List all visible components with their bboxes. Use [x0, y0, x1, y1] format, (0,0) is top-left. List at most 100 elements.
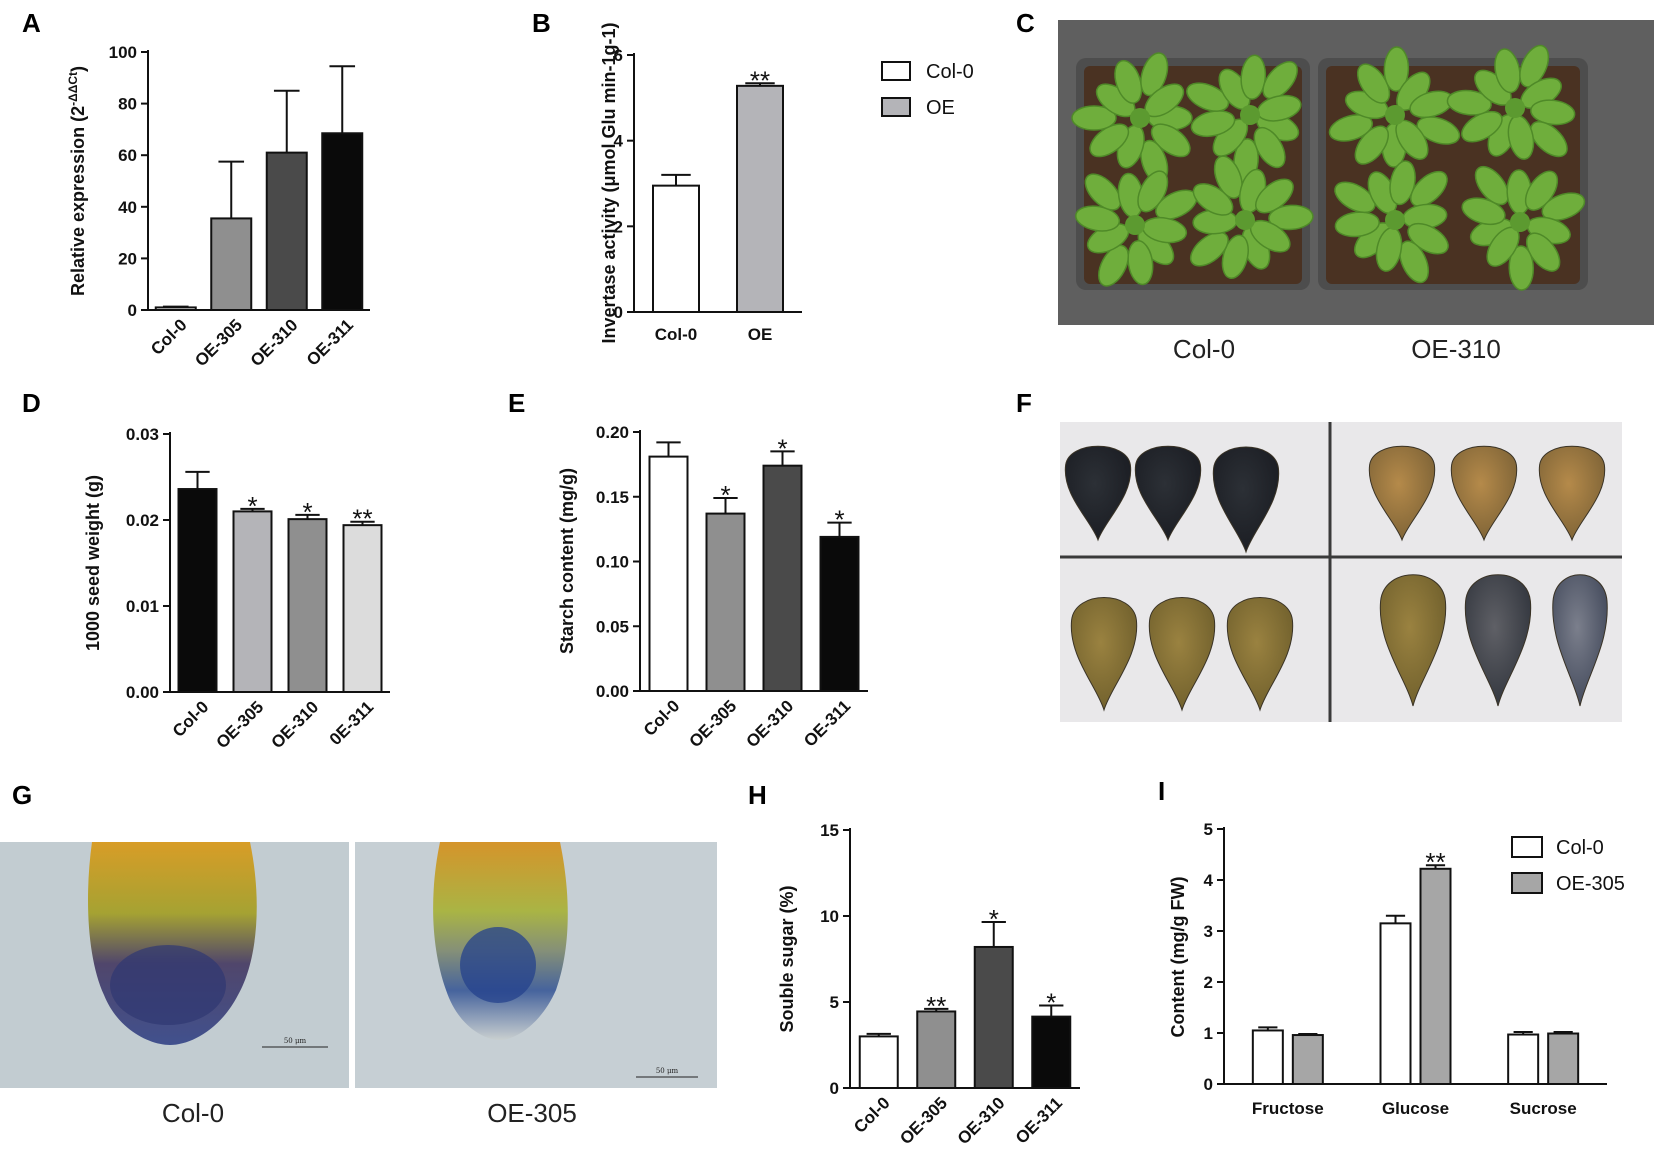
rosette-leaf [1150, 123, 1191, 158]
bar [1547, 1032, 1580, 1086]
rosette-leaf [1529, 121, 1568, 158]
y-axis-label: Souble sugar (%) [777, 885, 797, 1032]
significance-marker: * [834, 505, 844, 535]
y-tick-label: 10 [820, 907, 839, 926]
bar [973, 945, 1014, 1090]
x-category-label: Glucose [1382, 1099, 1449, 1118]
rosette-leaf [1075, 205, 1121, 232]
x-category-label: OE-305 [896, 1093, 951, 1148]
legend-label: Col-0 [926, 61, 974, 83]
rosette-leaf [1474, 165, 1510, 206]
panel-letter-a: A [22, 8, 41, 38]
chart-i-sugar-content: 0 1 2 3 4 5 Content (mg/g FW) Fructose ** Glucose… [1168, 820, 1625, 1118]
bar [1507, 1033, 1540, 1086]
x-category-label: Col-0 [640, 696, 683, 739]
rosette-leaf [1221, 234, 1249, 279]
legend-label: Col-0 [1556, 837, 1604, 859]
rosette-leaf [1189, 231, 1229, 267]
x-category-label: OE [748, 325, 773, 344]
stained-leaf [1064, 445, 1132, 542]
scale-bar-label-g2: 50 μm [656, 1067, 679, 1075]
rosette-leaf [1461, 197, 1506, 226]
y-tick-label: 0.15 [596, 488, 629, 507]
stained-leaf [1379, 574, 1447, 707]
y-tick-label: 0 [614, 303, 623, 322]
photo-c-rosettes [1058, 20, 1654, 325]
bar [1419, 867, 1452, 1086]
y-tick-label: 1 [1204, 1024, 1213, 1043]
bar [154, 306, 197, 312]
rosette-leaf [1089, 123, 1130, 158]
photo-g-label-col0: Col-0 [162, 1098, 224, 1128]
rosette-leaf [1530, 99, 1576, 126]
panel-letter-f: F [1016, 388, 1032, 418]
rosette-center [1505, 98, 1525, 118]
bar [1031, 1015, 1072, 1089]
stained-leaf [1134, 445, 1202, 542]
rosette-leaf [1328, 114, 1373, 142]
rosette-leaf [1508, 245, 1535, 291]
photo-g-label-oe305: OE-305 [487, 1098, 577, 1128]
panel-letter-b: B [532, 8, 551, 38]
legend-swatch [1511, 872, 1543, 894]
significance-marker: * [302, 497, 312, 527]
y-tick-label: 60 [118, 146, 137, 165]
bar [762, 464, 803, 693]
rosette-leaf [1383, 46, 1410, 92]
photo-f-stained-leaves [1060, 422, 1622, 722]
x-category-label: Col-0 [655, 325, 698, 344]
x-category-label: Fructose [1252, 1099, 1324, 1118]
panel-letter-g: G [12, 780, 32, 810]
rosette-leaf [1127, 240, 1154, 286]
y-axis-label: Content (mg/g FW) [1168, 877, 1188, 1038]
legend-swatch [881, 61, 911, 81]
chart-a-relative-expression: 0 20 40 60 80 100 Relative expression (2-ΔΔCt)… [66, 43, 370, 370]
stained-leaf [1538, 445, 1606, 542]
y-tick-label: 0.02 [126, 511, 159, 530]
panel-letter-c: C [1016, 8, 1035, 38]
rosette-center [1510, 212, 1530, 232]
chart-e-starch-content: 0.00 0.05 0.10 0.15 0.20 Starch content (mg/g… [557, 423, 868, 751]
significance-marker: * [1046, 987, 1056, 1017]
y-tick-label: 0 [128, 301, 137, 320]
significance-marker: ** [1425, 847, 1445, 877]
y-tick-label: 40 [118, 198, 137, 217]
y-tick-label: 4 [614, 132, 624, 151]
rosette-leaf [1519, 44, 1550, 88]
y-tick-label: 2 [1204, 973, 1213, 992]
rosette-leaf [1114, 59, 1143, 104]
significance-marker: * [989, 904, 999, 934]
stained-leaf [1368, 445, 1436, 542]
rosette-leaf [1334, 181, 1376, 214]
bar [210, 217, 253, 311]
rosette-center [1385, 105, 1405, 125]
significance-marker: ** [926, 991, 946, 1021]
y-tick-label: 0.00 [126, 683, 159, 702]
rosette-leaf [1410, 170, 1448, 207]
rosette-leaf [1190, 110, 1236, 138]
bar [1251, 1029, 1284, 1085]
rosette-leaf [1399, 240, 1430, 284]
x-category-label: 0E-311 [326, 697, 378, 749]
y-axis-label: Relative expression (2-ΔΔCt) [66, 66, 88, 296]
scale-bar-label-g1: 50 μm [284, 1037, 307, 1045]
rosette-leaf [1186, 82, 1230, 112]
rosette-leaf [1240, 54, 1267, 100]
significance-marker: ** [750, 65, 770, 95]
y-tick-label: 5 [830, 993, 839, 1012]
y-axis-label: Invertase activity (μmol Glu min-1g-1) [599, 22, 619, 343]
y-tick-label: 0.03 [126, 425, 159, 444]
legend-label: OE [926, 97, 955, 119]
legend-label: OE-305 [1556, 873, 1625, 895]
x-category-label: OE-310 [954, 1093, 1009, 1148]
rosette-center [1235, 210, 1255, 230]
rosette-leaf [1389, 160, 1416, 206]
stained-leaf [1450, 445, 1518, 542]
bar [705, 512, 746, 693]
bar [177, 488, 218, 694]
y-tick-label: 3 [1204, 922, 1213, 941]
rosette-center [1240, 105, 1260, 125]
rosette-leaf [1255, 178, 1294, 214]
y-tick-label: 5 [1204, 820, 1213, 839]
panel-letter-h: H [748, 780, 767, 810]
